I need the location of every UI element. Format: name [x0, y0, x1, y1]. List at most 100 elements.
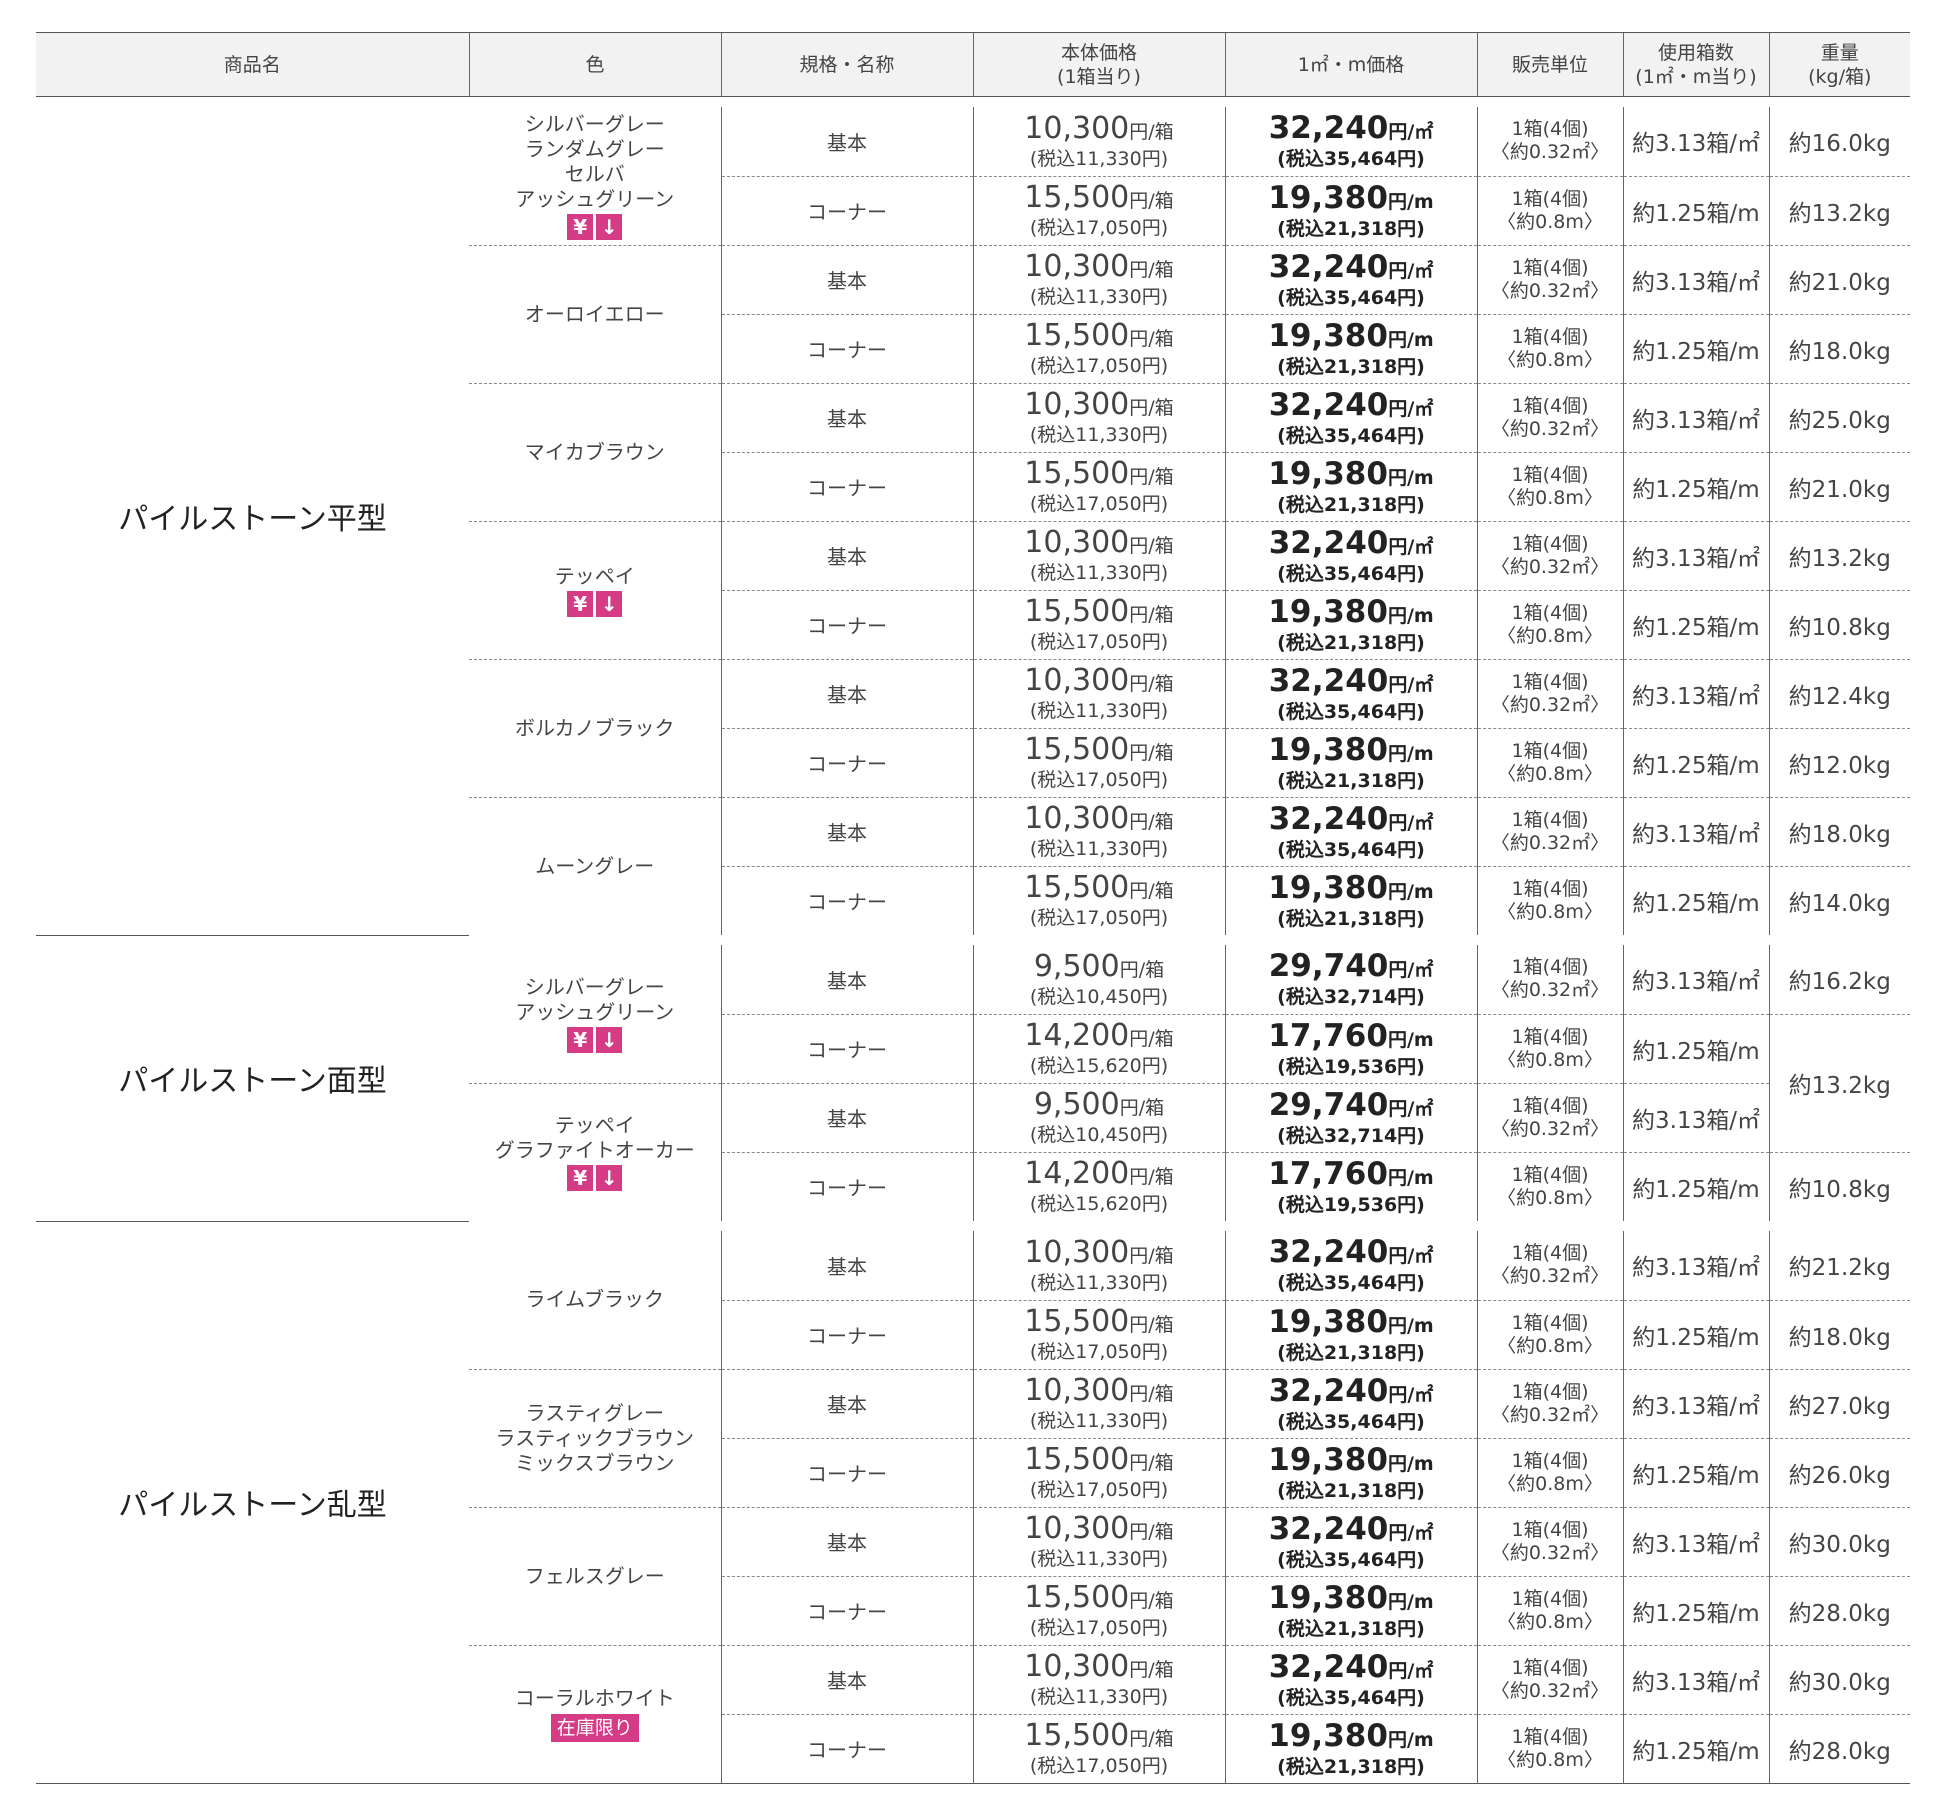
base-price-unit: 円/箱	[1129, 535, 1174, 557]
sales-unit-line1: 1箱(4個)	[1511, 601, 1589, 624]
sales-unit-cell: 1箱(4個) 〈約0.8m〉	[1477, 1714, 1624, 1783]
weight-value: 約10.8kg	[1788, 614, 1891, 641]
sales-unit-line2: 〈約0.8m〉	[1497, 348, 1603, 371]
unit-price-cell: 29,740円/㎡ (税込32,714円)	[1225, 1083, 1478, 1153]
sales-unit-line1: 1箱(4個)	[1511, 463, 1589, 486]
boxes-value: 約1.25箱/m	[1632, 1600, 1760, 1627]
header-spec: 規格・名称	[720, 32, 973, 97]
sales-unit-line1: 1箱(4個)	[1511, 877, 1589, 900]
base-price-value: 15,500	[1024, 732, 1130, 767]
boxes-value: 約3.13箱/㎡	[1632, 821, 1760, 848]
boxes-cell: 約3.13箱/㎡	[1623, 797, 1770, 867]
sales-unit-line2: 〈約0.32㎡〉	[1490, 693, 1610, 716]
header-weight-line2: (kg/箱)	[1808, 65, 1872, 88]
unit-price-value: 17,760	[1268, 1017, 1388, 1054]
spec-cell: 基本	[721, 945, 974, 1015]
unit-price: 32,240円/㎡	[1226, 1651, 1477, 1687]
header-base-price-line1: 本体価格	[1060, 41, 1137, 64]
unit-price-tax: (税込21,318円)	[1277, 769, 1425, 792]
spec-cell: コーナー	[721, 176, 974, 246]
base-price-tax: (税込17,050円)	[1029, 1755, 1169, 1777]
weight-value: 約18.0kg	[1788, 821, 1891, 848]
unit-price-cell: 19,380円/m (税込21,318円)	[1225, 590, 1478, 660]
unit-price-unit: 円/m	[1387, 190, 1434, 213]
base-price-unit: 円/箱	[1129, 1659, 1174, 1681]
weight-cell: 約16.0kg	[1769, 107, 1910, 177]
unit-price: 32,240円/㎡	[1226, 1236, 1477, 1272]
table-row: シルバーグレー アッシュグリーン ¥ ↓ 基本 9,500円/箱 (税込10,450円) 29…	[36, 945, 1910, 1084]
unit-price-cell: 19,380円/m (税込21,318円)	[1225, 1576, 1478, 1646]
color-name: ラスティックブラウン	[495, 1425, 694, 1450]
base-price: 9,500円/箱	[974, 1089, 1225, 1124]
spec-cell: コーナー	[721, 1300, 974, 1370]
unit-price-unit: 円/m	[1387, 328, 1434, 351]
weight-cell: 約30.0kg	[1769, 1645, 1910, 1715]
table-row: テッペイ ¥ ↓ 基本 10,300円/箱 (税込11,330円) 32,240円/㎡ (税込…	[36, 521, 1910, 660]
sales-unit-line1: 1箱(4個)	[1511, 1449, 1589, 1472]
sales-unit-line2: 〈約0.32㎡〉	[1490, 141, 1610, 164]
table-row: フェルスグレー 基本 10,300円/箱 (税込11,330円) 32,240円/㎡ (税…	[36, 1507, 1910, 1646]
weight-value: 約13.2kg	[1788, 200, 1891, 227]
base-price-tax: (税込11,330円)	[1029, 838, 1169, 860]
base-price: 15,500円/箱	[974, 182, 1225, 217]
spec-cell: 基本	[721, 1083, 974, 1153]
boxes-value: 約3.13箱/㎡	[1632, 545, 1760, 572]
unit-price-unit: 円/m	[1387, 880, 1434, 903]
base-price-unit: 円/箱	[1129, 1521, 1174, 1543]
product-name: パイルストーン平型	[118, 501, 387, 537]
weight-value: 約30.0kg	[1788, 1669, 1891, 1696]
spec-cell: 基本	[721, 107, 974, 177]
table-row: コーナー 15,500円/箱 (税込17,050円) 19,380円/m (税込21,3…	[36, 1438, 1910, 1508]
unit-price-tax: (税込32,714円)	[1277, 1124, 1425, 1147]
base-price-tax: (税込11,330円)	[1029, 1410, 1169, 1432]
sales-unit-cell: 1箱(4個) 〈約0.32㎡〉	[1477, 107, 1624, 177]
arrow-down-icon: ↓	[596, 1026, 623, 1053]
spec-label: 基本	[827, 1531, 867, 1555]
boxes-value: 約3.13箱/㎡	[1632, 1255, 1760, 1282]
base-price-value: 15,500	[1024, 870, 1130, 906]
spec-label: コーナー	[807, 890, 887, 915]
yen-icon: ¥	[567, 1026, 594, 1053]
sales-unit-cell: 1箱(4個) 〈約0.8m〉	[1477, 452, 1624, 522]
base-price: 15,500円/箱	[974, 734, 1225, 769]
base-price: 15,500円/箱	[974, 872, 1225, 907]
sales-unit-line1: 1箱(4個)	[1511, 1163, 1589, 1186]
sales-unit-line2: 〈約0.32㎡〉	[1490, 417, 1610, 440]
unit-price: 32,240円/㎡	[1226, 803, 1477, 839]
base-price-tax: (税込17,050円)	[1029, 631, 1169, 653]
color-cell: フェルスグレー	[469, 1507, 722, 1646]
unit-price-value: 19,380	[1268, 1303, 1388, 1340]
sales-unit-cell: 1箱(4個) 〈約0.8m〉	[1477, 1438, 1624, 1508]
base-price-value: 14,200	[1024, 1156, 1130, 1192]
unit-price-cell: 19,380円/m (税込21,318円)	[1225, 314, 1478, 384]
color-name: マイカブラウン	[524, 439, 665, 464]
sales-unit-line1: 1箱(4個)	[1511, 670, 1589, 693]
base-price: 10,300円/箱	[974, 1375, 1225, 1410]
table-row: コーナー 15,500円/箱 (税込17,050円) 19,380円/m (税込21,3…	[36, 314, 1910, 384]
base-price: 15,500円/箱	[974, 596, 1225, 631]
unit-price-value: 29,740	[1268, 948, 1389, 985]
sales-unit-line2: 〈約0.32㎡〉	[1490, 979, 1610, 1002]
unit-price-unit: 円/㎡	[1388, 535, 1434, 558]
spec-cell: 基本	[721, 383, 974, 453]
color-name: ラスティグレー	[525, 1400, 664, 1425]
sales-unit-cell: 1箱(4個) 〈約0.32㎡〉	[1477, 1231, 1624, 1301]
base-price-tax: (税込11,330円)	[1029, 147, 1169, 170]
base-price-cell: 14,200円/箱 (税込15,620円)	[973, 1152, 1226, 1221]
weight-cell: 約25.0kg	[1769, 383, 1910, 453]
sales-unit-line1: 1箱(4個)	[1511, 1094, 1589, 1117]
boxes-value: 約1.25箱/m	[1632, 1038, 1760, 1065]
unit-price: 29,740円/㎡	[1226, 950, 1477, 986]
sales-unit-cell: 1箱(4個) 〈約0.32㎡〉	[1477, 383, 1624, 453]
table-row: ラスティグレー ラスティックブラウン ミックスブラウン 基本 10,300円/箱 (税込1…	[36, 1369, 1910, 1508]
unit-price-unit: 円/m	[1387, 1314, 1434, 1337]
color-name: テッペイ	[554, 1113, 635, 1138]
sales-unit-cell: 1箱(4個) 〈約0.32㎡〉	[1477, 521, 1624, 591]
header-boxes: 使用箱数 (1㎡・m当り)	[1622, 32, 1769, 97]
weight-value: 約30.0kg	[1788, 1531, 1891, 1558]
base-price-unit: 円/箱	[1129, 466, 1174, 488]
unit-price-cell: 32,240円/㎡ (税込35,464円)	[1225, 1645, 1478, 1715]
base-price-cell: 10,300円/箱 (税込11,330円)	[973, 1645, 1226, 1715]
color-cell: オーロイエロー	[469, 245, 722, 384]
